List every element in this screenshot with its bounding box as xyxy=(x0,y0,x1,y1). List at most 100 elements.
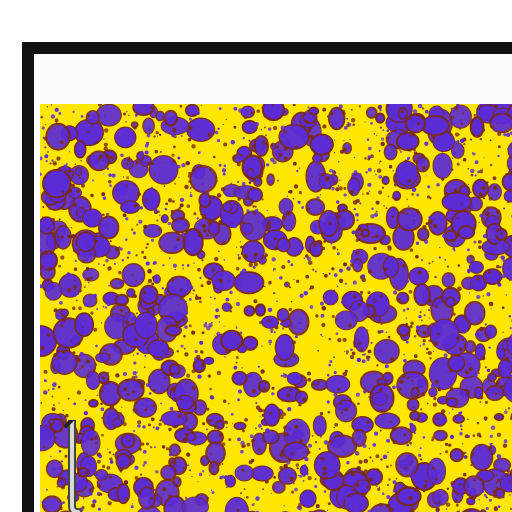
speckle xyxy=(363,469,368,474)
speckle xyxy=(108,180,112,184)
speckle xyxy=(455,503,459,507)
speckle xyxy=(210,266,212,269)
purple-spot xyxy=(449,448,464,463)
speckle xyxy=(341,109,346,114)
speckle xyxy=(366,358,370,362)
speckle xyxy=(470,463,473,467)
speckle xyxy=(328,186,332,190)
speckle xyxy=(184,408,186,410)
speckle xyxy=(49,299,51,301)
speckle xyxy=(353,170,358,175)
speckle xyxy=(379,126,383,129)
speckle xyxy=(289,459,292,462)
speckle xyxy=(131,375,136,380)
speckle xyxy=(348,268,351,271)
speckle xyxy=(86,277,91,282)
speckle xyxy=(52,467,56,471)
speckle xyxy=(103,173,105,175)
speckle xyxy=(248,121,250,123)
speckle xyxy=(476,276,480,281)
speckle xyxy=(328,363,332,367)
speckle xyxy=(109,475,113,479)
speckle xyxy=(257,221,260,224)
speckle xyxy=(235,361,238,364)
speckle xyxy=(308,134,314,140)
speckle xyxy=(342,337,347,342)
speckle xyxy=(74,259,77,262)
speckle xyxy=(64,454,68,458)
speckle xyxy=(314,441,318,444)
speckle xyxy=(112,453,115,456)
speckle xyxy=(427,185,431,189)
speckle xyxy=(155,470,159,474)
speckle xyxy=(172,263,177,268)
speckle xyxy=(283,130,287,134)
speckle xyxy=(337,185,340,187)
speckle xyxy=(92,293,97,298)
speckle xyxy=(66,272,71,277)
speckle xyxy=(349,469,353,472)
speckle xyxy=(233,365,238,370)
speckle xyxy=(60,460,64,463)
speckle xyxy=(452,122,455,125)
speckle xyxy=(365,171,368,174)
speckle xyxy=(501,385,504,388)
speckle xyxy=(267,221,272,225)
speckle xyxy=(339,402,343,405)
speckle xyxy=(313,224,318,229)
speckle xyxy=(450,107,453,110)
speckle xyxy=(380,390,385,396)
speckle xyxy=(238,108,243,113)
speckle xyxy=(332,455,336,458)
speckle xyxy=(256,439,258,441)
speckle xyxy=(268,339,273,344)
speckle xyxy=(232,155,237,160)
speckle xyxy=(329,376,331,378)
speckle xyxy=(136,223,139,226)
speckle xyxy=(315,420,317,422)
speckle xyxy=(434,167,437,169)
speckle xyxy=(138,219,143,224)
speckle xyxy=(217,250,220,253)
purple-spot xyxy=(501,172,512,192)
purple-spot xyxy=(389,426,413,446)
speckle xyxy=(297,474,300,477)
purple-spot xyxy=(433,429,448,442)
speckle xyxy=(160,150,162,153)
speckle xyxy=(458,411,462,416)
speckle xyxy=(254,205,257,208)
speckle xyxy=(307,450,311,455)
speckle xyxy=(173,232,176,235)
speckle xyxy=(357,504,362,509)
speckle xyxy=(115,246,120,252)
speckle xyxy=(102,196,107,200)
speckle xyxy=(301,206,304,209)
speckle xyxy=(164,113,167,116)
speckle xyxy=(109,460,114,464)
speckle xyxy=(302,479,305,482)
speckle xyxy=(216,343,219,346)
purple-spot xyxy=(342,142,352,155)
speckle xyxy=(461,329,467,334)
speckle xyxy=(412,109,418,114)
speckle xyxy=(75,436,79,440)
speckle xyxy=(201,331,205,335)
speckle xyxy=(458,402,462,407)
speckle xyxy=(161,445,166,449)
speckle xyxy=(423,484,428,489)
speckle xyxy=(368,190,371,193)
speckle xyxy=(482,295,485,297)
speckle xyxy=(388,500,391,504)
speckle xyxy=(506,265,511,271)
speckle xyxy=(125,238,128,241)
speckle xyxy=(411,192,415,196)
speckle xyxy=(198,296,202,300)
speckle xyxy=(241,182,246,186)
speckle xyxy=(386,465,389,468)
speckle xyxy=(333,139,336,141)
speckle xyxy=(253,252,258,257)
speckle xyxy=(403,353,405,356)
speckle xyxy=(271,219,273,221)
speckle xyxy=(61,349,66,354)
speckle xyxy=(448,379,453,385)
